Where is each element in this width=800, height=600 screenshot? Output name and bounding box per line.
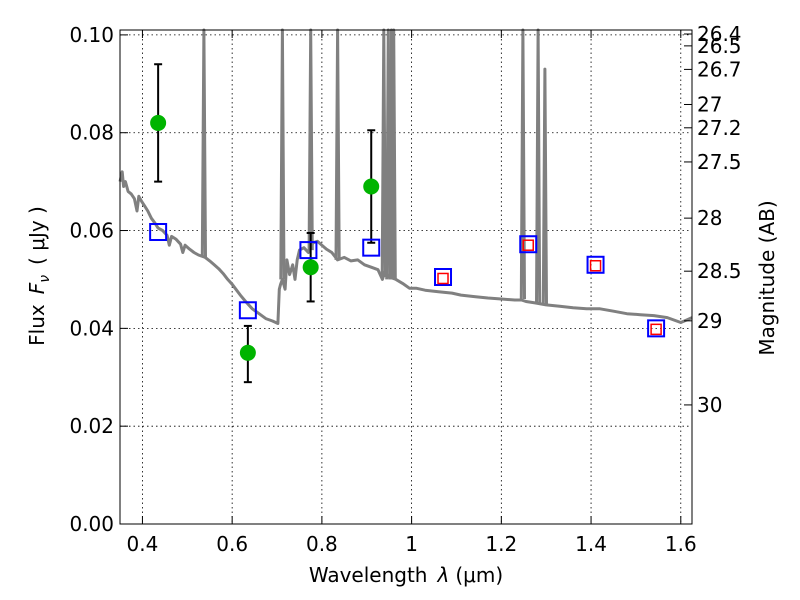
sed-emission-line [519, 28, 526, 300]
y-axis-label: FluxFν( μJy ) [25, 206, 53, 346]
magnitude-axis-label: Magnitude (AB) [755, 200, 779, 355]
plot-frame [119, 29, 693, 525]
x-tick-label: 0.8 [306, 532, 338, 556]
predicted-square [522, 239, 535, 251]
model-square [149, 223, 168, 242]
magnitude-tick-label: 27 [697, 92, 722, 116]
model-square [299, 241, 318, 260]
y-tick-label: 0.02 [69, 414, 114, 438]
y-tick-label: 0.10 [69, 23, 114, 47]
x-tick-label: 0.4 [127, 532, 159, 556]
observed-point [239, 344, 256, 361]
magnitude-tick-label: 27.5 [697, 150, 742, 174]
sed-emission-line [279, 28, 286, 280]
x-tick-labels: 0.4 0.6 0.8 1 1.2 1.4 1.6 [127, 532, 697, 556]
y-tick-label: 0.00 [69, 512, 114, 536]
x-tick-label: 0.6 [216, 532, 248, 556]
predicted-nir-photometry [437, 239, 662, 336]
error-bars [154, 63, 376, 384]
x-tick-label: 1.6 [665, 532, 697, 556]
magnitude-tick-label: 30 [697, 393, 722, 417]
sed-emission-line [334, 28, 341, 260]
model-square [519, 235, 538, 254]
model-square [238, 301, 257, 320]
y-tick-label: 0.08 [69, 121, 114, 145]
sed-emission-line [380, 28, 387, 278]
grid [120, 30, 692, 524]
x-tick-label: 1.4 [575, 532, 607, 556]
magnitude-tick-label: 28 [697, 206, 722, 230]
observed-point [363, 178, 380, 195]
sed-emission-line [307, 28, 314, 251]
x-tick-label: 1 [405, 532, 418, 556]
predicted-square [650, 323, 662, 336]
x-tick-label: 1.2 [485, 532, 517, 556]
model-photometry [149, 223, 666, 338]
y-tick-label: 0.04 [69, 316, 114, 340]
magnitude-tick-label: 26.5 [697, 34, 742, 58]
observed-point [150, 114, 167, 131]
observed-points [150, 114, 380, 361]
magnitude-tick-label: 29 [697, 309, 722, 333]
x-axis-label: Wavelength λ (μm) [309, 563, 503, 587]
sed-emission-line [535, 28, 542, 304]
magnitude-tick-label: 26.4 [697, 22, 742, 46]
magnitude-tick-label: 26.7 [697, 57, 742, 81]
observed-point [302, 259, 319, 276]
predicted-square [437, 272, 449, 285]
sed-emission-line [390, 28, 397, 280]
sed-emission-line [200, 28, 207, 258]
predicted-square [589, 260, 602, 272]
model-square [434, 268, 453, 286]
magnitude-tick-label: 27.2 [697, 116, 742, 140]
sed-emission-line [541, 67, 548, 304]
axis-ticks [120, 30, 692, 525]
magnitude-tick-label: 28.5 [697, 259, 742, 283]
sed-model [118, 28, 693, 325]
model-square [647, 319, 666, 338]
y-tick-labels: 0.00 0.02 0.04 0.06 0.08 0.10 [69, 23, 114, 536]
y-tick-label: 0.06 [69, 219, 114, 243]
model-square [586, 255, 605, 274]
model-square [362, 238, 381, 257]
